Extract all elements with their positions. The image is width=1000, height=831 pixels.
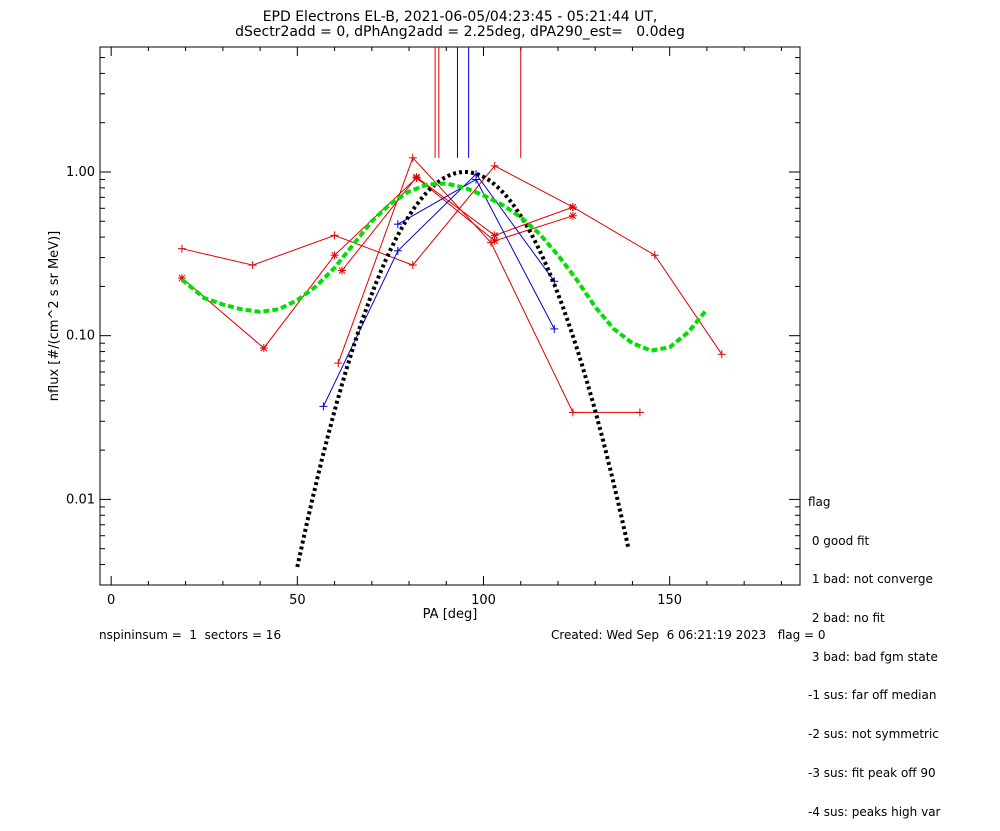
data-point-marker bbox=[393, 220, 402, 229]
data-point-marker bbox=[650, 251, 659, 260]
y-axis-label: nflux [#/(cm^2 s sr MeV)] bbox=[47, 231, 62, 401]
legend-item: 2 bad: no fit bbox=[808, 610, 885, 625]
data-point-marker bbox=[334, 359, 343, 368]
data-series-line bbox=[337, 156, 640, 413]
smooth-fit-curve bbox=[180, 181, 709, 353]
data-point-marker bbox=[490, 161, 499, 170]
data-point-marker bbox=[259, 344, 268, 353]
data-point-marker bbox=[248, 261, 257, 270]
data-point-marker bbox=[486, 238, 495, 247]
flag-legend: flag 0 good fit 1 bad: not converge 2 ba… bbox=[808, 470, 940, 831]
legend-item: -1 sus: far off median bbox=[808, 688, 937, 703]
legend-item: 3 bad: bad fgm state bbox=[808, 649, 938, 664]
data-point-marker bbox=[408, 261, 417, 270]
legend-item: 1 bad: not converge bbox=[808, 572, 933, 587]
plot-content bbox=[177, 47, 726, 568]
gaussian-fit-curve bbox=[295, 170, 631, 568]
data-point-marker bbox=[568, 203, 577, 212]
y-tick-label: 0.01 bbox=[66, 492, 95, 507]
x-tick-label: 0 bbox=[107, 593, 115, 608]
footer-right: Created: Wed Sep 6 06:21:19 2023 flag = … bbox=[551, 628, 826, 642]
data-point-marker bbox=[490, 231, 499, 240]
data-series-line bbox=[341, 176, 574, 271]
legend-item: 0 good fit bbox=[808, 533, 870, 548]
marker-stroke bbox=[413, 173, 420, 181]
data-series-line bbox=[181, 165, 723, 355]
data-point-marker bbox=[393, 246, 402, 255]
data-point-marker bbox=[550, 324, 559, 333]
chart-subtitle: dSectr2add = 0, dPhAng2add = 2.25deg, dP… bbox=[235, 24, 685, 40]
plot-area: 0 50 100 150 0.01 0.10 1.00 PA [deg] nflux [#/(c… bbox=[47, 46, 801, 622]
chart-title: EPD Electrons EL-B, 2021-06-05/04:23:45 … bbox=[262, 9, 658, 25]
footer-left: nspininsum = 1 sectors = 16 bbox=[99, 628, 282, 642]
data-point-marker bbox=[568, 408, 577, 417]
marker-stroke bbox=[260, 344, 268, 352]
data-point-marker bbox=[319, 402, 328, 411]
data-point-marker bbox=[338, 266, 347, 275]
marker-stroke bbox=[569, 212, 577, 220]
data-point-marker bbox=[177, 244, 186, 253]
data-series-line bbox=[322, 173, 555, 407]
marker-stroke bbox=[569, 203, 577, 211]
plot-frame bbox=[99, 46, 801, 586]
data-series-line bbox=[181, 177, 574, 349]
data-point-marker bbox=[330, 251, 339, 260]
data-point-marker bbox=[717, 350, 726, 359]
data-point-marker bbox=[635, 408, 644, 417]
marker-stroke bbox=[338, 267, 346, 274]
marker-stroke bbox=[491, 232, 499, 239]
data-point-marker bbox=[412, 173, 421, 182]
marker-stroke bbox=[178, 274, 186, 282]
legend-item: -3 sus: fit peak off 90 bbox=[808, 765, 936, 780]
legend-item: -4 sus: peaks high var bbox=[808, 804, 941, 819]
y-tick-label: 1.00 bbox=[66, 165, 95, 180]
x-tick-label: 150 bbox=[657, 593, 682, 608]
x-tick-label: 100 bbox=[471, 593, 496, 608]
data-point-marker bbox=[408, 153, 417, 162]
marker-stroke bbox=[331, 251, 338, 259]
data-point-marker bbox=[568, 211, 577, 220]
legend-title: flag bbox=[808, 494, 831, 509]
x-tick-label: 50 bbox=[289, 593, 306, 608]
y-tick-label: 0.10 bbox=[66, 329, 95, 344]
x-axis-label: PA [deg] bbox=[423, 607, 478, 622]
data-point-marker bbox=[472, 175, 481, 184]
legend-item: -2 sus: not symmetric bbox=[808, 727, 939, 742]
data-point-marker bbox=[330, 231, 339, 240]
